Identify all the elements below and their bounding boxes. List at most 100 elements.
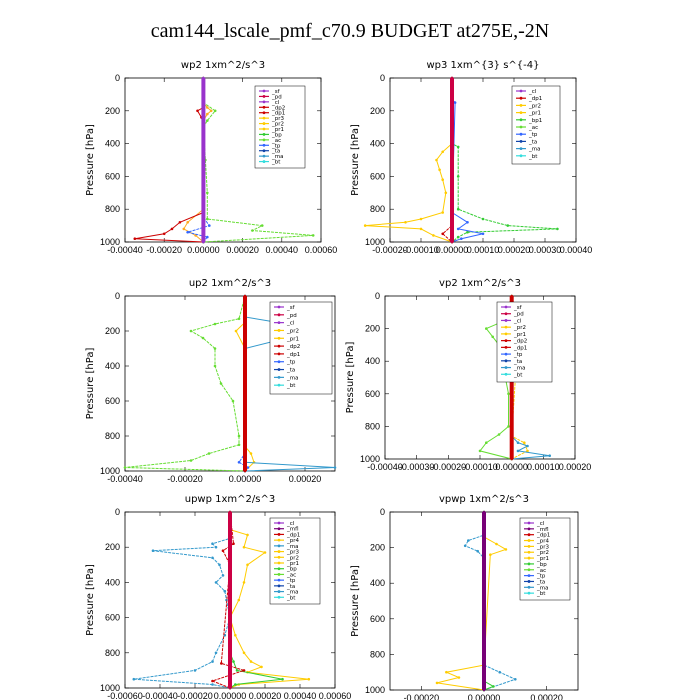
- data-point: [186, 230, 189, 234]
- legend-entry: _mfl: [536, 527, 549, 533]
- data-point: [206, 191, 209, 195]
- legend-marker: [504, 345, 508, 349]
- data-point: [489, 553, 492, 556]
- legend-marker: [527, 591, 531, 595]
- data-point: [232, 660, 235, 663]
- data-point: [246, 563, 249, 567]
- y-tick-label: 200: [105, 542, 120, 552]
- data-point: [186, 221, 189, 224]
- x-tick-label: -0.00010: [403, 245, 439, 255]
- y-tick-label: 800: [370, 649, 385, 659]
- legend-entry: _cl: [536, 521, 545, 527]
- data-point: [481, 217, 485, 221]
- legend-marker: [527, 550, 531, 554]
- data-point: [432, 234, 435, 237]
- data-point: [507, 425, 510, 428]
- legend-marker: [262, 143, 266, 147]
- legend-marker: [504, 332, 508, 336]
- data-point: [207, 452, 211, 455]
- data-point: [223, 589, 227, 593]
- legend-marker: [527, 556, 531, 560]
- legend-marker: [277, 590, 281, 593]
- x-tick-label: -0.00040: [367, 462, 403, 472]
- data-point: [209, 109, 213, 113]
- legend-entry: _ac: [271, 138, 281, 144]
- data-point: [495, 542, 498, 546]
- legend-box: [269, 517, 321, 605]
- legend-marker: [527, 539, 531, 542]
- data-point: [466, 230, 469, 234]
- y-tick-label: 600: [105, 396, 120, 406]
- data-point: [456, 227, 460, 231]
- legend-entry: _tp: [536, 574, 546, 580]
- data-point: [221, 549, 225, 552]
- plot-frame: [124, 77, 322, 243]
- legend-entry: _dp1: [271, 111, 285, 117]
- y-axis-label: Pressure [hPa]: [345, 342, 356, 414]
- data-point: [170, 227, 174, 231]
- legend-marker: [277, 595, 281, 599]
- data-point: [246, 466, 250, 469]
- data-point: [214, 581, 218, 584]
- legend-entry: _dp2: [271, 105, 285, 111]
- data-point: [211, 683, 214, 686]
- data-point: [232, 542, 235, 545]
- legend-entry: _ma: [513, 366, 525, 372]
- x-tick-label: 0.00000: [436, 245, 469, 255]
- data-point: [435, 681, 439, 685]
- data-point: [456, 175, 460, 178]
- legend-marker: [277, 550, 281, 553]
- data-point: [242, 669, 246, 672]
- legend-marker: [519, 132, 523, 136]
- data-point: [450, 76, 454, 80]
- legend: _cl_mfl_dp1_pr4_ma_pr3_pr2_pr1_bp_ac_tp_…: [269, 517, 321, 605]
- data-point: [182, 227, 186, 231]
- legend-marker: [527, 568, 531, 572]
- data-point: [243, 294, 247, 298]
- data-point: [419, 217, 423, 221]
- x-tick-label: 0.00020: [226, 245, 259, 255]
- legend-entry: _ta: [513, 359, 522, 365]
- x-tick-label: 0.00000: [468, 693, 501, 700]
- legend-entry: _ac: [528, 125, 538, 131]
- legend-marker: [277, 329, 281, 332]
- data-point: [202, 76, 205, 80]
- data-point: [242, 581, 246, 584]
- data-point: [307, 677, 311, 681]
- legend-marker: [262, 89, 266, 93]
- x-tick-label: 0.00000: [495, 462, 528, 472]
- legend-entry: _pr1: [286, 561, 299, 567]
- data-point: [482, 599, 486, 603]
- data-point: [333, 466, 337, 469]
- legend-marker: [277, 336, 281, 340]
- legend-entry: _bp: [271, 132, 282, 138]
- legend-marker: [504, 372, 508, 376]
- legend-entry: _bp: [536, 562, 547, 568]
- legend-marker: [519, 96, 523, 100]
- x-tick-label: 0.00000: [214, 691, 247, 700]
- legend-entry: _tp: [528, 132, 538, 138]
- legend-entry: _pr1: [528, 111, 541, 117]
- legend-entry: _pr2: [271, 122, 284, 128]
- legend-marker: [277, 305, 281, 309]
- legend-entry: _pr3: [536, 544, 550, 550]
- panel-3: up2 1xm^2/s^3 Pressure [hPa] 0 200 400 600 800…: [85, 278, 337, 484]
- legend-marker: [277, 533, 281, 536]
- data-point: [404, 221, 407, 224]
- x-tick-label: 0.00040: [266, 245, 299, 255]
- legend-marker: [262, 127, 266, 131]
- y-tick-label: 800: [365, 421, 380, 431]
- data-point: [243, 382, 247, 385]
- y-tick-label: 0: [115, 507, 120, 517]
- data-point: [453, 101, 457, 104]
- legend-marker: [277, 527, 281, 531]
- legend-entry: _pr2: [286, 328, 299, 334]
- legend-marker: [277, 360, 281, 364]
- data-point: [441, 178, 445, 181]
- data-point: [510, 294, 513, 298]
- series-line-ma: [133, 512, 231, 689]
- y-tick-label: 400: [370, 139, 385, 149]
- legend-entry: _bp: [286, 567, 297, 573]
- data-point: [251, 229, 254, 232]
- data-point: [189, 329, 193, 333]
